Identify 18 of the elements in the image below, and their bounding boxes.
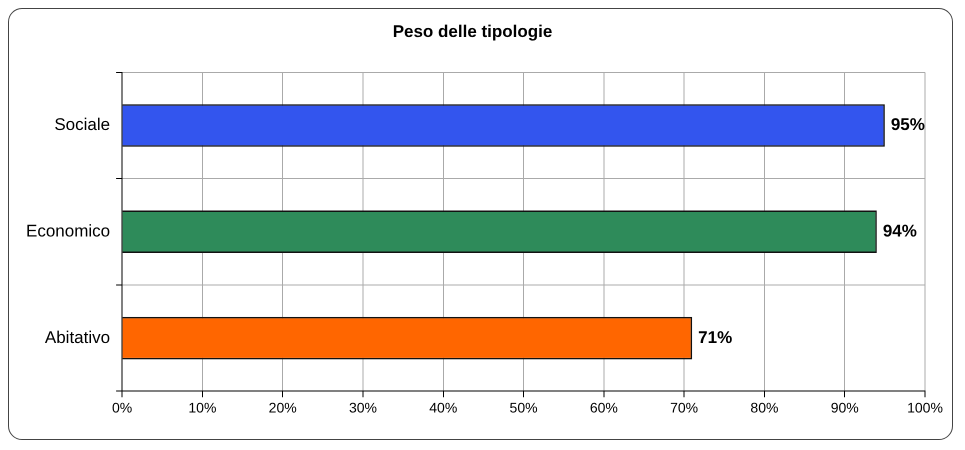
x-tick-label: 10% (188, 399, 216, 416)
chart-title: Peso delle tipologie (392, 22, 552, 41)
x-tick-label: 90% (830, 399, 859, 416)
x-tick-label: 60% (590, 399, 618, 416)
x-tick-label: 70% (670, 399, 698, 416)
y-tick-label: Economico (26, 221, 110, 240)
x-tick-label: 50% (510, 399, 538, 416)
x-tick-label: 40% (429, 399, 458, 416)
x-tick-label: 100% (907, 399, 943, 416)
x-tick-label: 0% (112, 399, 132, 416)
x-tick-label: 20% (268, 399, 297, 416)
data-label: 95% (890, 115, 925, 134)
y-tick-label: Sociale (54, 115, 110, 134)
x-tick-label: 30% (348, 399, 377, 416)
x-tick-label: 80% (750, 399, 778, 416)
data-label: 94% (882, 221, 917, 240)
data-label: 71% (698, 328, 732, 347)
y-tick-label: Abitativo (44, 328, 110, 347)
